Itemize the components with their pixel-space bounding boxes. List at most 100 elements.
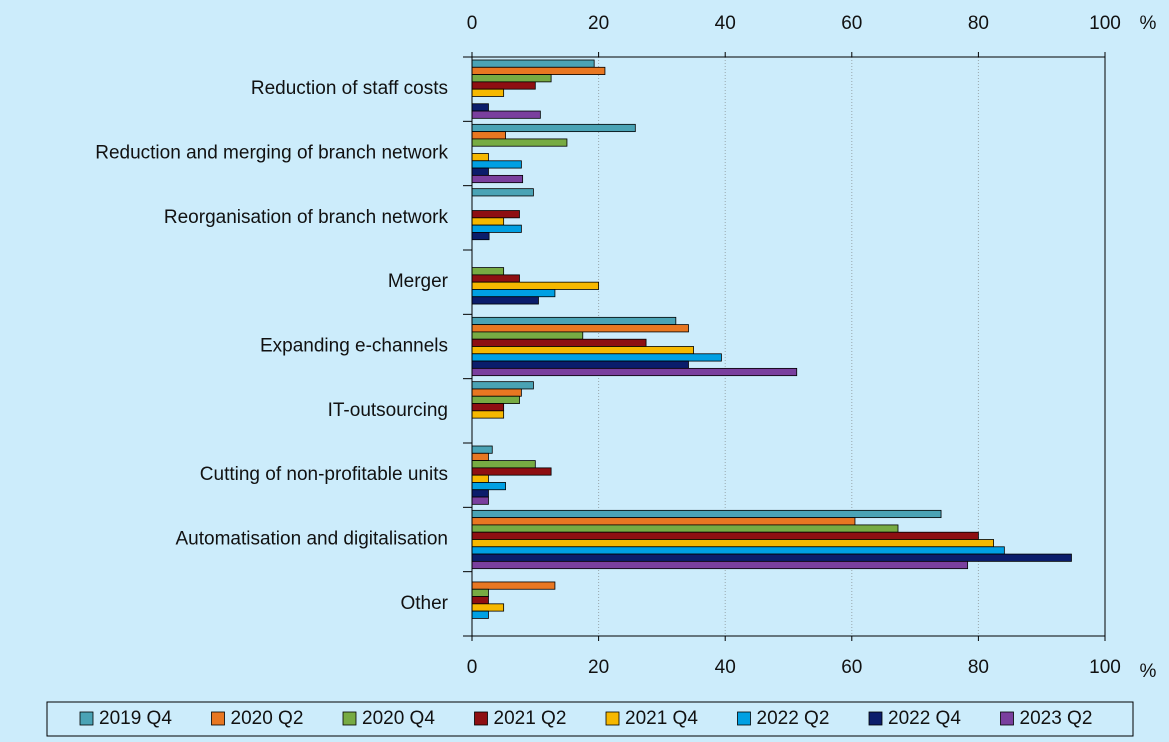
bar (471, 66, 606, 75)
legend-label: 2022 Q4 (888, 708, 961, 729)
bar (471, 581, 556, 590)
bar (471, 588, 489, 597)
x-tick-label-top: 100 (1089, 13, 1121, 34)
bar (471, 553, 1072, 562)
bar (471, 546, 1005, 555)
category-label: IT-outsourcing (328, 400, 448, 421)
bar (471, 103, 489, 112)
bar (471, 217, 505, 226)
category-label: Reorganisation of branch network (164, 207, 449, 228)
x-tick-label-top: 80 (968, 13, 989, 34)
bar (471, 360, 689, 369)
bar (471, 603, 505, 612)
x-unit-bottom: % (1140, 661, 1157, 682)
legend-swatch (868, 711, 883, 726)
legend-swatch (737, 711, 751, 726)
bar (471, 210, 520, 219)
bar (471, 388, 522, 397)
bar (471, 289, 556, 298)
legend-label: 2020 Q4 (362, 708, 435, 729)
bar (471, 531, 979, 540)
bar (471, 296, 539, 305)
bar (471, 338, 647, 347)
legend-label: 2020 Q2 (231, 708, 304, 729)
bar (471, 153, 489, 162)
x-tick-label-top: 40 (715, 13, 736, 34)
category-label: Merger (388, 271, 449, 292)
category-label: Other (400, 593, 448, 614)
bar (471, 131, 506, 140)
x-tick-label-top: 0 (467, 13, 478, 34)
bar (471, 367, 798, 377)
x-tick-label-bottom: 0 (467, 657, 478, 678)
bar (471, 188, 534, 197)
bar (471, 445, 493, 454)
bar (471, 474, 489, 483)
plot-frame (471, 56, 1106, 637)
bar (471, 467, 552, 476)
bar (471, 74, 552, 83)
bar (471, 395, 520, 404)
bar (471, 324, 689, 333)
legend-label: 2023 Q2 (1020, 708, 1093, 729)
bar (471, 59, 595, 68)
category-label: Cutting of non-profitable units (200, 464, 448, 485)
bar (471, 138, 568, 147)
bar (471, 489, 489, 498)
bar (471, 174, 524, 184)
bar (471, 167, 489, 176)
bar (471, 460, 536, 469)
bar (471, 596, 489, 605)
x-unit-top: % (1140, 13, 1157, 34)
legend-label: 2021 Q2 (494, 708, 567, 729)
legend-swatch (342, 711, 357, 726)
bar (471, 452, 489, 461)
legend-label: 2022 Q2 (757, 708, 830, 729)
bar (471, 274, 520, 283)
bar (471, 88, 505, 97)
bar (471, 123, 636, 133)
x-tick-label-bottom: 60 (841, 657, 862, 678)
legend-label: 2021 Q4 (625, 708, 698, 729)
bar (471, 517, 856, 526)
category-label: Expanding e-channels (260, 336, 448, 357)
bar (471, 224, 522, 233)
bar (471, 509, 942, 519)
bar (471, 403, 505, 412)
bar (471, 610, 489, 619)
legend-swatch (605, 711, 620, 726)
x-tick-label-bottom: 40 (715, 657, 736, 678)
bar (471, 232, 490, 241)
x-tick-label-bottom: 80 (968, 657, 989, 678)
bar (471, 381, 534, 390)
bar (471, 353, 722, 362)
bar (471, 281, 599, 290)
bar (471, 267, 505, 276)
bar (471, 482, 506, 491)
category-label: Reduction and merging of branch network (95, 143, 448, 164)
legend-label: 2019 Q4 (99, 708, 172, 729)
bar (471, 346, 694, 355)
category-label: Automatisation and digitalisation (175, 529, 448, 550)
legend-swatch (211, 711, 225, 726)
category-label: Reduction of staff costs (251, 78, 448, 99)
x-tick-label-top: 20 (588, 13, 609, 34)
legend-swatch (1000, 711, 1014, 726)
bar (471, 110, 541, 119)
x-tick-label-bottom: 100 (1089, 657, 1121, 678)
bar (471, 539, 994, 548)
bar (471, 524, 899, 533)
legend-box (46, 701, 1134, 737)
x-tick-label-top: 60 (841, 13, 862, 34)
bar (471, 560, 969, 570)
x-tick-label-bottom: 20 (588, 657, 609, 678)
bar (471, 316, 677, 326)
bar (471, 496, 489, 505)
bar (471, 331, 584, 340)
legend-swatch (474, 711, 488, 726)
bar (471, 410, 505, 419)
bar (471, 160, 522, 169)
legend-swatch (79, 711, 94, 726)
bar (471, 81, 536, 90)
